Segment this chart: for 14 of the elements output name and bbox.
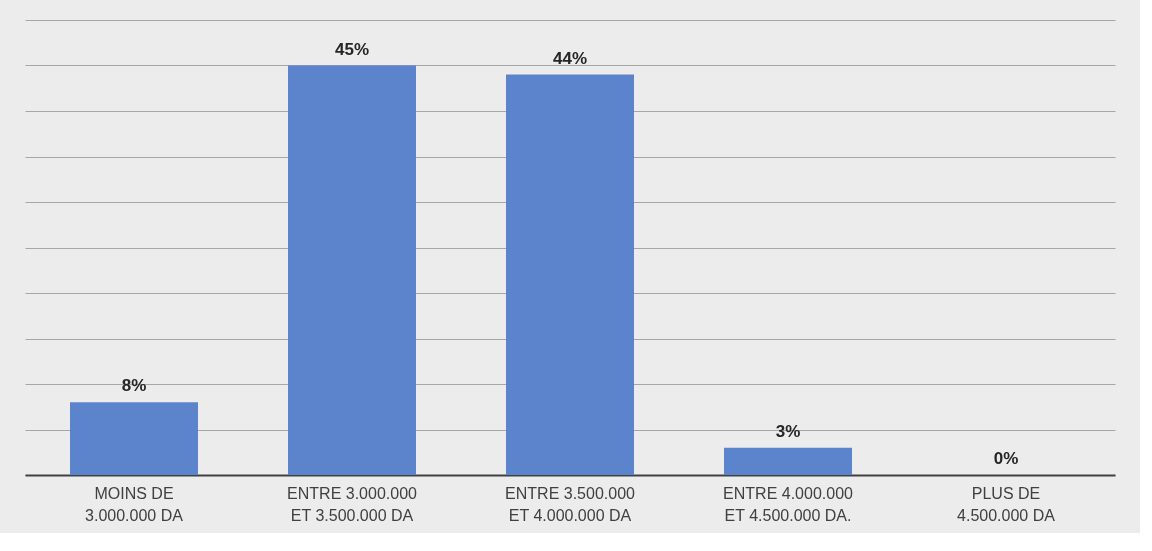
data-label: 3% (775, 421, 801, 441)
bar (724, 447, 852, 475)
bar (288, 65, 416, 475)
x-tick-label: MOINS DE 3.000.000 DA (85, 484, 184, 524)
data-label: 8% (121, 376, 147, 396)
bar (70, 402, 198, 475)
x-tick-label: ENTRE 3.500.000 ET 4.000.000 DA (505, 484, 636, 524)
x-tick-label: ENTRE 4.000.000 ET 4.500.000 DA. (723, 484, 854, 524)
x-tick-label: ENTRE 3.000.000 ET 3.500.000 DA (287, 484, 418, 524)
bar (506, 74, 634, 475)
data-label: 44% (552, 48, 588, 68)
data-label: 45% (334, 39, 370, 59)
x-tick-label: PLUS DE 4.500.000 DA (957, 484, 1056, 524)
data-label: 0% (993, 449, 1019, 468)
